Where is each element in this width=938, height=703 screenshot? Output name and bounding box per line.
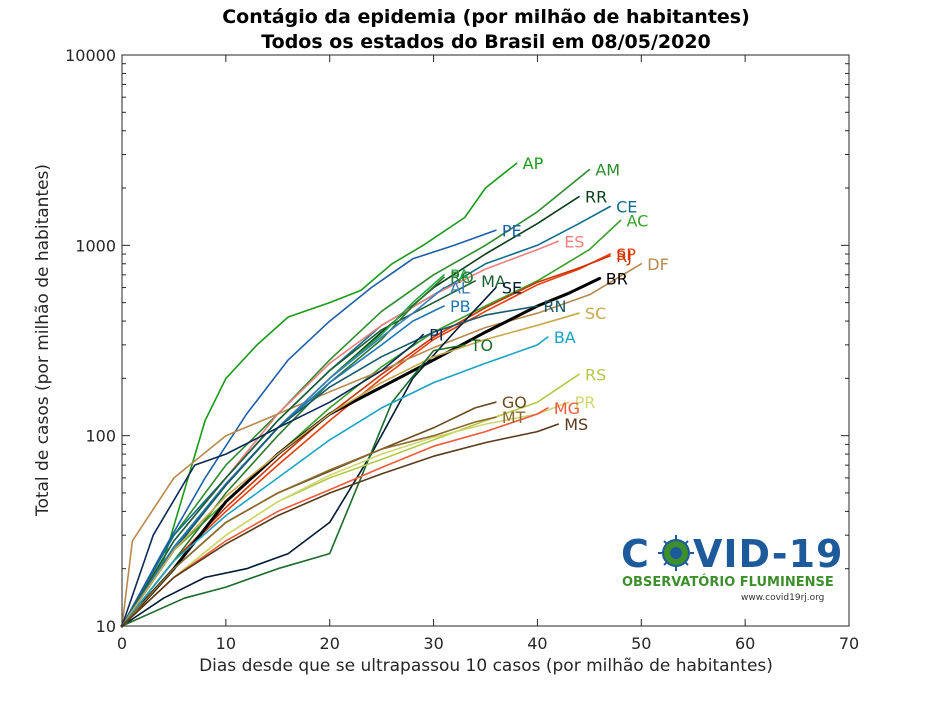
x-tick-label: 40 bbox=[527, 634, 547, 653]
logo-url: www.covid19rj.org bbox=[741, 593, 824, 603]
series-line-sc bbox=[121, 312, 580, 627]
y-tick-label: 10 bbox=[96, 617, 116, 636]
chart-subtitle: Todos os estados do Brasil em 08/05/2020 bbox=[261, 31, 711, 53]
y-axis-label: Total de casos (por milhão de habitantes… bbox=[33, 164, 53, 517]
y-tick-label: 1000 bbox=[75, 236, 116, 255]
series-line-rn bbox=[121, 305, 539, 627]
series-label-es: ES bbox=[564, 232, 584, 251]
series-line-to bbox=[121, 344, 466, 627]
y-tick-label: 10000 bbox=[65, 46, 116, 65]
series-label-mg: MG bbox=[554, 399, 580, 418]
x-ticks: 0 10 20 30 40 50 60 70 bbox=[117, 55, 859, 653]
series-line-am bbox=[121, 168, 591, 627]
series-label-rs: RS bbox=[585, 365, 606, 384]
series-line-br bbox=[120, 276, 602, 628]
y-tick-label: 100 bbox=[85, 427, 116, 446]
series-label-pb: PB bbox=[450, 297, 471, 316]
x-tick-label: 20 bbox=[320, 634, 340, 653]
series-label-df: DF bbox=[647, 255, 669, 274]
series-label-pa: PA bbox=[450, 266, 470, 285]
series-line-mg bbox=[121, 407, 549, 627]
series-label-ba: BA bbox=[554, 328, 576, 347]
logo-text-vid19: VID-19 bbox=[693, 532, 843, 576]
series-label-pr: PR bbox=[575, 393, 596, 412]
x-tick-label: 50 bbox=[631, 634, 651, 653]
series-label-ce: CE bbox=[616, 197, 637, 216]
series-label-rj: RJ bbox=[616, 247, 632, 266]
series-line-pb bbox=[121, 305, 445, 627]
series-label-to: TO bbox=[470, 336, 493, 355]
series-line-df bbox=[121, 263, 643, 627]
x-tick-label: 30 bbox=[423, 634, 443, 653]
series-label-sp: SP bbox=[616, 245, 636, 264]
series-label-ac: AC bbox=[627, 212, 649, 231]
series-label-mt: MT bbox=[502, 408, 526, 427]
series-line-ro bbox=[121, 276, 445, 627]
y-ticks: 10 100 1000 10000 bbox=[65, 46, 849, 636]
series-line-se bbox=[121, 286, 497, 627]
logo-subtitle: OBSERVATÓRIO FLUMINENSE bbox=[622, 574, 834, 590]
series-label-ro: RO bbox=[450, 268, 474, 287]
series-label-se: SE bbox=[502, 279, 522, 298]
series-label-sc: SC bbox=[585, 304, 606, 323]
series-line-pi bbox=[121, 333, 424, 627]
covid19-logo: C VID-19 OBSERVATÓRIO FLUMINENSE www.cov… bbox=[621, 532, 843, 603]
series-line-ma bbox=[121, 280, 476, 627]
x-axis-label: Dias desde que se ultrapassou 10 casos (… bbox=[199, 656, 773, 676]
x-tick-label: 70 bbox=[839, 634, 859, 653]
series-line-ap bbox=[121, 162, 518, 627]
series-layer bbox=[120, 162, 643, 628]
virus-icon bbox=[658, 535, 694, 571]
series-line-ba bbox=[121, 336, 549, 627]
x-tick-label: 60 bbox=[735, 634, 755, 653]
series-label-go: GO bbox=[502, 393, 527, 412]
series-label-pi: PI bbox=[429, 326, 443, 345]
series-label-am: AM bbox=[595, 161, 620, 180]
series-label-ap: AP bbox=[523, 154, 544, 173]
series-label-rr: RR bbox=[585, 188, 607, 207]
series-label-pe: PE bbox=[502, 221, 522, 240]
x-tick-label: 0 bbox=[117, 634, 127, 653]
series-line-ac bbox=[121, 219, 622, 627]
logo-text-c: C bbox=[621, 532, 650, 576]
series-line-sp bbox=[121, 253, 611, 627]
series-label-br: BR bbox=[606, 269, 628, 288]
series-line-pe bbox=[121, 229, 497, 627]
x-tick-label: 10 bbox=[216, 634, 236, 653]
series-label-al: AL bbox=[450, 279, 470, 298]
series-line-pr bbox=[121, 401, 570, 627]
chart-title: Contágio da epidemia (por milhão de habi… bbox=[222, 6, 750, 28]
series-label-rn: RN bbox=[543, 297, 566, 316]
series-label-ma: MA bbox=[481, 272, 506, 291]
series-line-ms bbox=[121, 423, 559, 627]
series-label-ms: MS bbox=[564, 415, 588, 434]
series-line-mt bbox=[121, 416, 497, 627]
